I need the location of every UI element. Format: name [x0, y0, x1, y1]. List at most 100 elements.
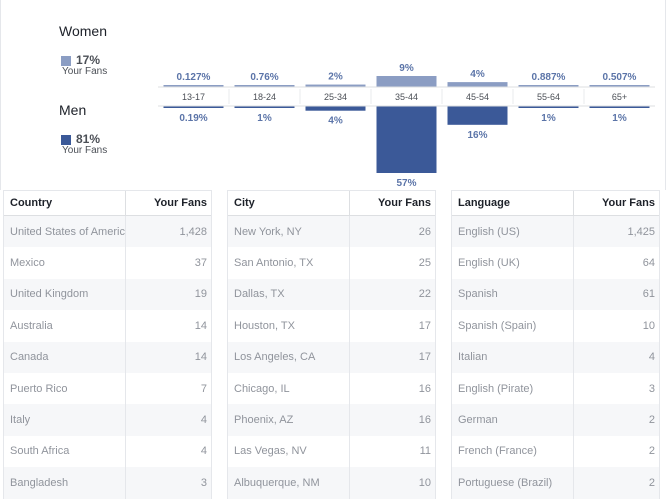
- table-row: Las Vegas, NV 11: [228, 435, 435, 468]
- row-fans-value: 4: [648, 351, 655, 364]
- table-row: Italian 4: [452, 341, 659, 373]
- row-fans-value: 14: [194, 319, 207, 332]
- women-bar-label-35-44: 9%: [399, 63, 414, 74]
- row-name: Canada: [4, 341, 126, 373]
- men-bar-label-25-34: 4%: [328, 116, 343, 127]
- age-tick-25-34: 25-34: [324, 92, 347, 102]
- table-row: Mexico 37: [4, 247, 211, 279]
- row-name: Italy: [4, 404, 126, 436]
- age-tick-55-64: 55-64: [537, 92, 560, 102]
- row-fans-value: 2: [648, 476, 655, 489]
- age-tick-45-54: 45-54: [466, 92, 489, 102]
- row-fans-value: 22: [418, 288, 431, 301]
- men-bar-label-35-44: 57%: [396, 178, 416, 189]
- table-row: United Kingdom 19: [4, 278, 211, 311]
- row-name: English (US): [452, 216, 574, 248]
- row-fans-value: 14: [194, 351, 207, 364]
- women-legend-swatch: [61, 56, 71, 66]
- row-name: French (France): [452, 435, 574, 468]
- row-fans-value: 3: [648, 382, 655, 395]
- row-fans-value: 11: [419, 445, 431, 458]
- row-fans-value: 10: [418, 476, 431, 489]
- table-row: New York, NY 26: [228, 216, 435, 248]
- women-bar-13-17: [163, 85, 224, 87]
- table-row: Puerto Rico 7: [4, 372, 211, 405]
- row-fans-value: 7: [200, 382, 207, 395]
- table-row: German 2: [452, 404, 659, 436]
- row-name: Spanish: [452, 278, 574, 311]
- table-row: Dallas, TX 22: [228, 278, 435, 311]
- column-header-name[interactable]: Country: [4, 191, 126, 215]
- row-name: Dallas, TX: [228, 278, 350, 311]
- table-row: Spanish (Spain) 10: [452, 310, 659, 342]
- column-header-fans[interactable]: Your Fans: [602, 197, 655, 209]
- row-fans-value: 16: [418, 414, 431, 427]
- row-name: Australia: [4, 310, 126, 342]
- table-row: South Africa 4: [4, 435, 211, 468]
- men-bar-label-13-17: 0.19%: [179, 113, 207, 124]
- men-sub-label: Your Fans: [62, 145, 108, 156]
- men-label: Men: [59, 102, 87, 118]
- column-header-fans[interactable]: Your Fans: [378, 197, 431, 209]
- women-percent: 17%: [76, 53, 101, 67]
- table-row: Italy 4: [4, 404, 211, 436]
- women-bar-55-64: [518, 85, 579, 87]
- column-header-name[interactable]: City: [228, 191, 350, 215]
- table-header: City Your Fans: [228, 191, 435, 216]
- demographics-tables: Country Your Fans United States of America…: [0, 190, 666, 500]
- table-body: United States of America 1,428 Mexico 37 Uni…: [4, 216, 211, 499]
- table-body: English (US) 1,425 English (UK) 64 Spanish 61…: [452, 216, 659, 499]
- row-name: Chicago, IL: [228, 372, 350, 405]
- row-name: Italian: [452, 341, 574, 373]
- row-name: San Antonio, TX: [228, 247, 350, 279]
- table-row: English (Pirate) 3: [452, 372, 659, 405]
- table-row: English (UK) 64: [452, 247, 659, 279]
- women-bar-label-45-54: 4%: [470, 69, 485, 80]
- women-bar-18-24: [234, 85, 295, 87]
- table-row: Phoenix, AZ 16: [228, 404, 435, 436]
- row-fans-value: 17: [418, 351, 431, 364]
- row-fans-value: 16: [418, 382, 431, 395]
- age-tick-35-44: 35-44: [395, 92, 418, 102]
- table-body: New York, NY 26 San Antonio, TX 25 Dallas, T…: [228, 216, 435, 499]
- row-fans-value: 4: [200, 414, 207, 427]
- men-percent: 81%: [76, 132, 101, 146]
- row-name: Los Angeles, CA: [228, 341, 350, 373]
- women-bar-25-34: [305, 84, 366, 87]
- column-header-fans[interactable]: Your Fans: [154, 197, 207, 209]
- women-bar-label-25-34: 2%: [328, 72, 343, 83]
- table-header: Language Your Fans: [452, 191, 659, 216]
- row-name: Las Vegas, NV: [228, 435, 350, 468]
- table-row: Albuquerque, NM 10: [228, 467, 435, 499]
- country-table: Country Your Fans United States of America…: [3, 190, 212, 499]
- column-header-name[interactable]: Language: [452, 191, 574, 215]
- women-bar-65+: [589, 85, 650, 87]
- row-name: United States of America: [4, 216, 126, 248]
- row-name: Bangladesh: [4, 467, 126, 499]
- row-name: Spanish (Spain): [452, 310, 574, 342]
- row-name: English (UK): [452, 247, 574, 279]
- row-fans-value: 2: [648, 414, 655, 427]
- age-band: [158, 87, 655, 106]
- men-bar-13-17: [163, 106, 224, 108]
- table-row: French (France) 2: [452, 435, 659, 468]
- language-table: Language Your Fans English (US) 1,425 Englis…: [451, 190, 660, 499]
- row-name: Albuquerque, NM: [228, 467, 350, 499]
- women-sub-label: Your Fans: [62, 66, 108, 77]
- bar-chart-svg: 0.127% 0.19% 13-17 0.76% 1% 18-24 2% 4% 25-34 9% 5…: [158, 63, 655, 189]
- men-bar-label-65+: 1%: [612, 113, 627, 124]
- women-bar-label-55-64: 0.887%: [532, 72, 566, 83]
- row-fans-value: 3: [200, 476, 207, 489]
- women-bar-45-54: [447, 82, 508, 87]
- men-legend-swatch: [61, 135, 71, 145]
- table-row: Canada 14: [4, 341, 211, 373]
- men-bar-18-24: [234, 106, 295, 108]
- row-name: Phoenix, AZ: [228, 404, 350, 436]
- men-bar-45-54: [447, 106, 508, 125]
- table-row: Houston, TX 17: [228, 310, 435, 342]
- age-tick-65+: 65+: [612, 92, 627, 102]
- row-fans-value: 61: [642, 288, 655, 301]
- row-name: Mexico: [4, 247, 126, 279]
- row-fans-value: 37: [194, 257, 207, 270]
- men-bar-label-55-64: 1%: [541, 113, 556, 124]
